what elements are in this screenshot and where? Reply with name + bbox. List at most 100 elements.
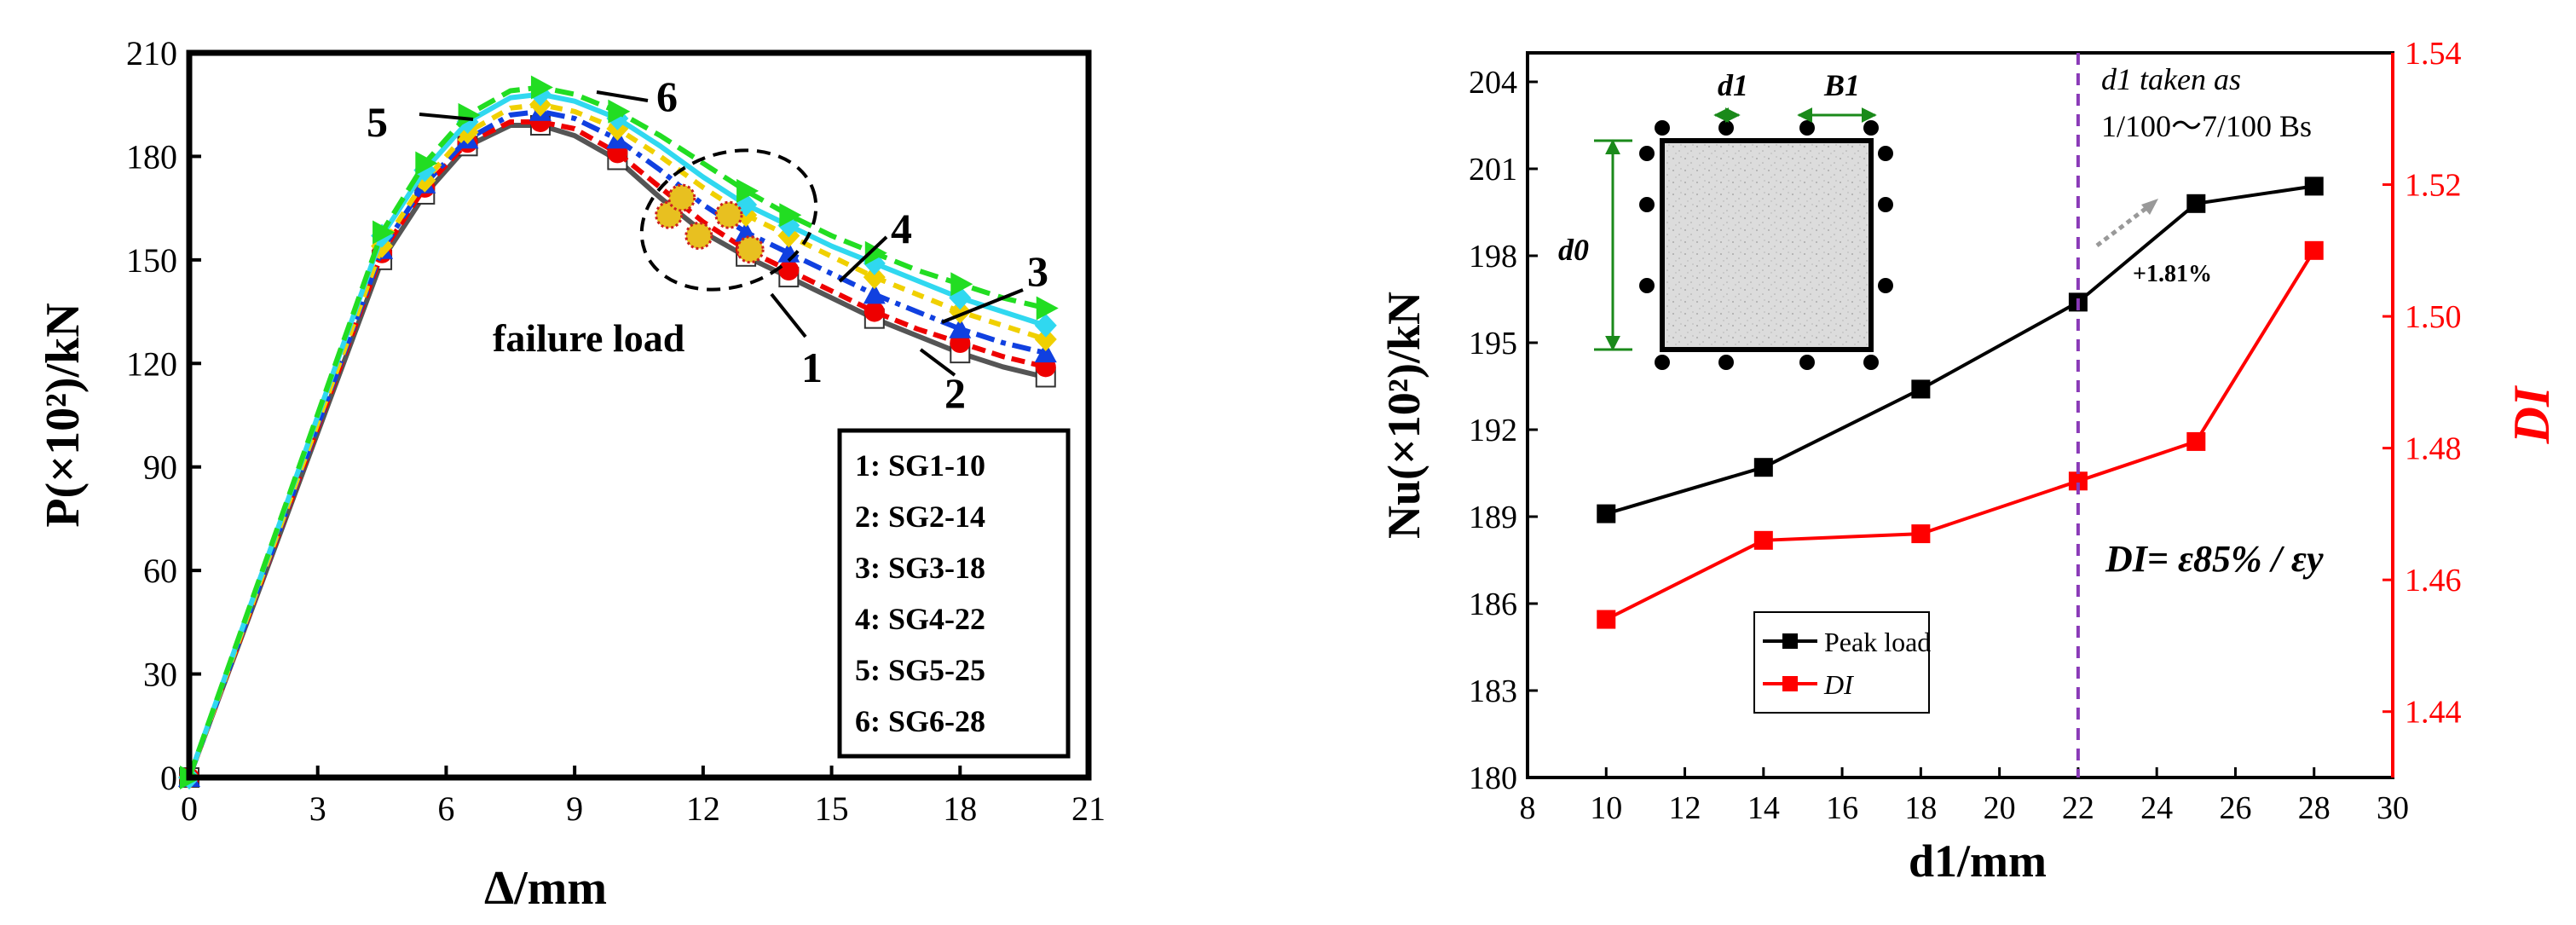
rebar-dot xyxy=(1799,120,1815,136)
increase-arrow xyxy=(2095,199,2158,247)
failure-load-ellipse xyxy=(639,148,818,292)
data-point xyxy=(2304,176,2324,196)
series-line xyxy=(1605,249,2316,621)
curve-label-1: 1 xyxy=(801,344,823,391)
rebar-dot xyxy=(1718,120,1734,136)
left-y-axis-label: P(×10²)/kN xyxy=(37,303,90,527)
data-point xyxy=(863,265,886,290)
inset-b1-label: B1 xyxy=(1823,68,1860,102)
x-tick-label: 26 xyxy=(2219,790,2251,826)
section-inset: d1 B1 d0 xyxy=(1558,68,1893,370)
rebar-dot xyxy=(1639,146,1655,161)
data-point xyxy=(1597,610,1616,629)
y-tick-label: 198 xyxy=(1469,239,1517,275)
x-tick-label: 12 xyxy=(1669,790,1701,826)
data-point xyxy=(1597,504,1616,523)
section-rect xyxy=(1660,138,1874,352)
y-tick-label: 183 xyxy=(1469,674,1517,709)
data-point xyxy=(1911,524,1931,544)
series-line xyxy=(187,91,1047,779)
data-point xyxy=(735,221,758,242)
series-di xyxy=(1597,240,2324,629)
increase-label: +1.81% xyxy=(2133,261,2212,287)
right-plot-layer: 8 10 12 14 16 18 20 22 24 26 28 30 180 183 186 189 192 19… xyxy=(1469,36,2462,826)
curve-label-2: 2 xyxy=(944,369,966,417)
failure-point xyxy=(667,183,696,212)
legend-entry-2: 2: SG2-14 xyxy=(855,500,985,534)
right-secondary-axis-label: DI xyxy=(2504,384,2560,444)
x-tick-label: 12 xyxy=(686,789,720,828)
y2-tick-label: 1.50 xyxy=(2405,299,2462,335)
curve-label-3: 3 xyxy=(1027,247,1048,295)
x-tick-label: 15 xyxy=(815,789,849,828)
y-tick-label: 201 xyxy=(1469,152,1517,188)
rebar-dot xyxy=(1799,355,1815,370)
data-point xyxy=(950,272,973,297)
data-point xyxy=(458,102,481,127)
failure-load-label: failure load xyxy=(493,316,685,360)
series-line xyxy=(1605,184,2314,516)
curve-label-4: 4 xyxy=(891,205,912,252)
leader-3 xyxy=(941,288,1024,324)
data-point xyxy=(1034,327,1057,351)
y2-tick-label: 1.44 xyxy=(2405,695,2462,731)
y2-tick-label: 1.54 xyxy=(2405,36,2462,72)
y-tick-label: 180 xyxy=(1469,760,1517,796)
legend-marker-di xyxy=(1782,676,1798,691)
leader-6 xyxy=(596,90,649,102)
x-tick-label: 22 xyxy=(2062,790,2094,826)
right-chart: 8 10 12 14 16 18 20 22 24 26 28 30 180 183 186 189 192 19… xyxy=(1378,36,2560,887)
leader-2 xyxy=(919,348,956,377)
data-point xyxy=(778,260,800,280)
legend-entry-1: 1: SG1-10 xyxy=(855,448,985,483)
y2-tick-label: 1.46 xyxy=(2405,563,2462,598)
data-point xyxy=(1911,379,1931,399)
data-point xyxy=(606,106,629,130)
x-tick-label: 28 xyxy=(2298,790,2331,826)
di-formula: DI= ε85% / εy xyxy=(2105,538,2324,580)
rebar-dot xyxy=(1863,120,1879,136)
legend-marker-peak xyxy=(1782,633,1798,649)
data-point xyxy=(863,301,885,322)
right-x-axis-label: d1/mm xyxy=(1909,835,2047,887)
data-point xyxy=(608,99,631,124)
data-point xyxy=(1753,458,1773,477)
y2-tick-label: 1.52 xyxy=(2405,168,2462,204)
x-tick-label: 0 xyxy=(181,789,198,828)
y-tick-label: 30 xyxy=(143,656,177,694)
failure-point xyxy=(684,222,713,251)
y2-tick-label: 1.48 xyxy=(2405,431,2462,467)
failure-point xyxy=(736,235,765,264)
x-tick-label: 14 xyxy=(1747,790,1780,826)
inset-d1-label: d1 xyxy=(1718,68,1748,102)
x-tick-label: 10 xyxy=(1590,790,1622,826)
inset-d0-label: d0 xyxy=(1558,233,1589,267)
x-tick-label: 16 xyxy=(1826,790,1858,826)
data-point xyxy=(2068,471,2088,491)
data-point xyxy=(779,203,802,228)
right-plot-frame xyxy=(1526,51,2394,779)
legend-entry-di: DI xyxy=(1823,669,1854,700)
rebar-dot xyxy=(1655,355,1670,370)
d1-note-line2: 1/100～7/100 Bs xyxy=(2101,109,2312,143)
leader-1 xyxy=(770,292,807,338)
rebar-dot xyxy=(1655,120,1670,136)
rebar-dot xyxy=(1878,278,1893,293)
leader-4 xyxy=(838,235,888,283)
x-tick-label: 21 xyxy=(1071,789,1106,828)
x-tick-label: 6 xyxy=(437,789,454,828)
data-point xyxy=(2304,240,2324,260)
x-tick-label: 18 xyxy=(943,789,977,828)
y-tick-label: 90 xyxy=(143,448,177,487)
x-tick-label: 30 xyxy=(2377,790,2409,826)
legend-entry-4: 4: SG4-22 xyxy=(855,602,985,636)
y-tick-label: 120 xyxy=(126,344,177,383)
y-tick-label: 204 xyxy=(1469,65,1517,101)
left-legend xyxy=(837,428,1071,759)
data-point xyxy=(736,178,760,203)
d1-note-line1: d1 taken as xyxy=(2101,62,2241,96)
data-point xyxy=(415,151,438,176)
